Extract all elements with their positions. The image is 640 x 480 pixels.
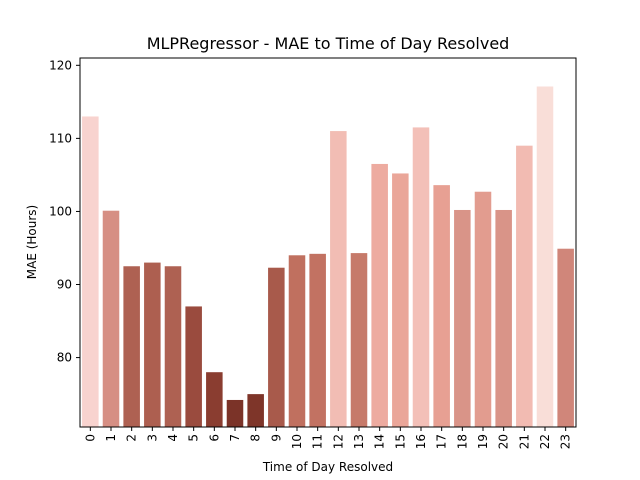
bar-22 [536, 86, 554, 427]
bar-3 [144, 262, 161, 427]
x-tick-label: 6 [207, 434, 221, 442]
bar-7 [226, 399, 244, 427]
y-tick-label: 80 [57, 351, 72, 365]
bar-16 [412, 127, 430, 428]
x-tick-label: 10 [290, 434, 304, 449]
x-tick-label: 16 [414, 434, 428, 449]
x-tick-label: 15 [393, 434, 407, 449]
bar-2 [123, 266, 140, 427]
plot-frame [79, 57, 577, 428]
y-tick-label: 120 [49, 58, 72, 72]
x-tick-label: 7 [228, 434, 242, 442]
bar-10 [288, 255, 306, 427]
chart-title: MLPRegressor - MAE to Time of Day Resolv… [147, 34, 510, 53]
bar-1 [102, 210, 120, 427]
x-tick-label: 20 [497, 434, 511, 449]
x-tick-label: 2 [125, 434, 139, 442]
x-axis-label: Time of Day Resolved [262, 460, 393, 474]
bar-21 [516, 145, 533, 427]
y-axis: 80 90 100 110 120 [49, 58, 80, 365]
x-tick-label: 17 [435, 434, 449, 449]
bar-11 [309, 253, 326, 427]
bar-17 [433, 185, 450, 427]
x-tick-label: 12 [331, 434, 345, 449]
bars-group [82, 86, 574, 428]
x-tick-label: 23 [559, 434, 573, 449]
x-tick-label: 9 [269, 434, 283, 442]
bar-23 [557, 248, 574, 427]
x-tick-label: 21 [517, 434, 531, 449]
bar-0 [82, 116, 99, 428]
y-tick-label: 90 [57, 278, 72, 292]
bar-12 [330, 131, 347, 427]
bar-20 [495, 209, 512, 427]
bar-8 [247, 394, 264, 427]
y-axis-label: MAE (Hours) [25, 205, 39, 279]
x-tick-label: 0 [83, 434, 97, 442]
bar-18 [454, 209, 471, 427]
x-tick-label: 8 [249, 434, 263, 442]
bar-19 [474, 191, 492, 427]
bar-15 [392, 173, 409, 427]
x-tick-label: 5 [187, 434, 201, 442]
x-axis: 0 1 2 3 4 5 6 7 8 9 10 11 12 13 14 15 16 17 18 19 20 21 22 23 [83, 427, 573, 449]
bar-6 [206, 372, 223, 427]
y-tick-label: 100 [49, 204, 72, 218]
x-tick-label: 19 [476, 434, 490, 449]
x-tick-label: 14 [373, 434, 387, 449]
x-tick-label: 1 [104, 434, 118, 442]
x-tick-label: 3 [145, 434, 159, 442]
bar-9 [268, 267, 285, 427]
x-tick-label: 18 [455, 434, 469, 449]
x-tick-label: 22 [538, 434, 552, 449]
bar-4 [164, 266, 182, 427]
bar-13 [350, 253, 368, 427]
bar-14 [371, 163, 388, 427]
x-tick-label: 13 [352, 434, 366, 449]
x-tick-label: 11 [311, 434, 325, 449]
x-tick-label: 4 [166, 434, 180, 442]
y-tick-label: 110 [49, 131, 72, 145]
bar-5 [185, 306, 202, 427]
